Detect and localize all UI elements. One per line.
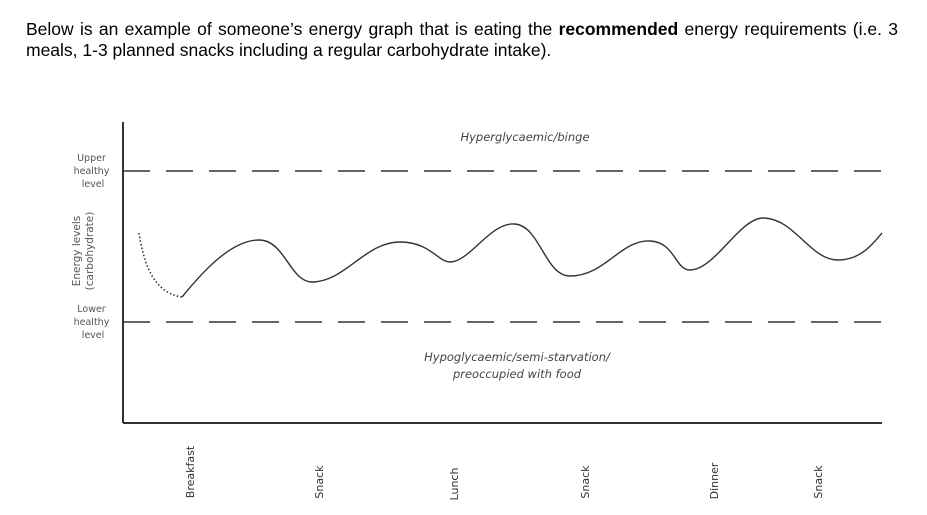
upper-level-label-line: Upper — [77, 153, 106, 164]
x-label-snack-3: Snack — [812, 465, 825, 499]
upper-level-label-line: healthy — [74, 166, 110, 177]
x-label-dinner: Dinner — [708, 462, 721, 499]
x-label-text: Dinner — [708, 462, 721, 499]
zone-below-label-line1: Hypoglycaemic/semi-starvation/ — [424, 350, 611, 364]
intro-part2: energy requirements (i.e. 3 meals, 1-3 p… — [26, 19, 898, 60]
upper-level-label: Upper healthy level — [74, 153, 113, 190]
zone-above-label: Hyperglycaemic/binge — [460, 130, 589, 144]
x-label-text: Snack — [812, 465, 825, 499]
upper-level-label-line: level — [82, 179, 105, 190]
x-label-breakfast: Breakfast — [184, 445, 197, 498]
x-label-snack-1: Snack — [313, 465, 326, 499]
lower-level-label-line: healthy — [74, 317, 110, 328]
intro-text: Below is an example of someone’s energy … — [26, 19, 898, 61]
lower-level-label-line: level — [82, 330, 105, 341]
x-label-text: Snack — [579, 465, 592, 499]
x-label-text: Lunch — [448, 468, 461, 501]
zone-below-label-line2: preoccupied with food — [452, 367, 582, 381]
y-axis-label-line2: (carbohydrate) — [84, 212, 96, 291]
lower-level-label-line: Lower — [77, 304, 106, 315]
intro-bold-word: recommended — [558, 19, 679, 39]
y-axis-label: Energy levels (carbohydrate) — [71, 212, 96, 291]
energy-curve-dotted — [138, 232, 183, 298]
x-label-text: Snack — [313, 465, 326, 499]
x-label-snack-2: Snack — [579, 465, 592, 499]
x-label-lunch: Lunch — [448, 468, 461, 501]
intro-part1: Below is an example of someone’s energy … — [26, 19, 559, 39]
y-axis-label-line1: Energy levels — [71, 216, 83, 287]
x-label-text: Breakfast — [184, 445, 197, 498]
lower-level-label: Lower healthy level — [74, 304, 113, 341]
energy-curve — [181, 217, 883, 298]
